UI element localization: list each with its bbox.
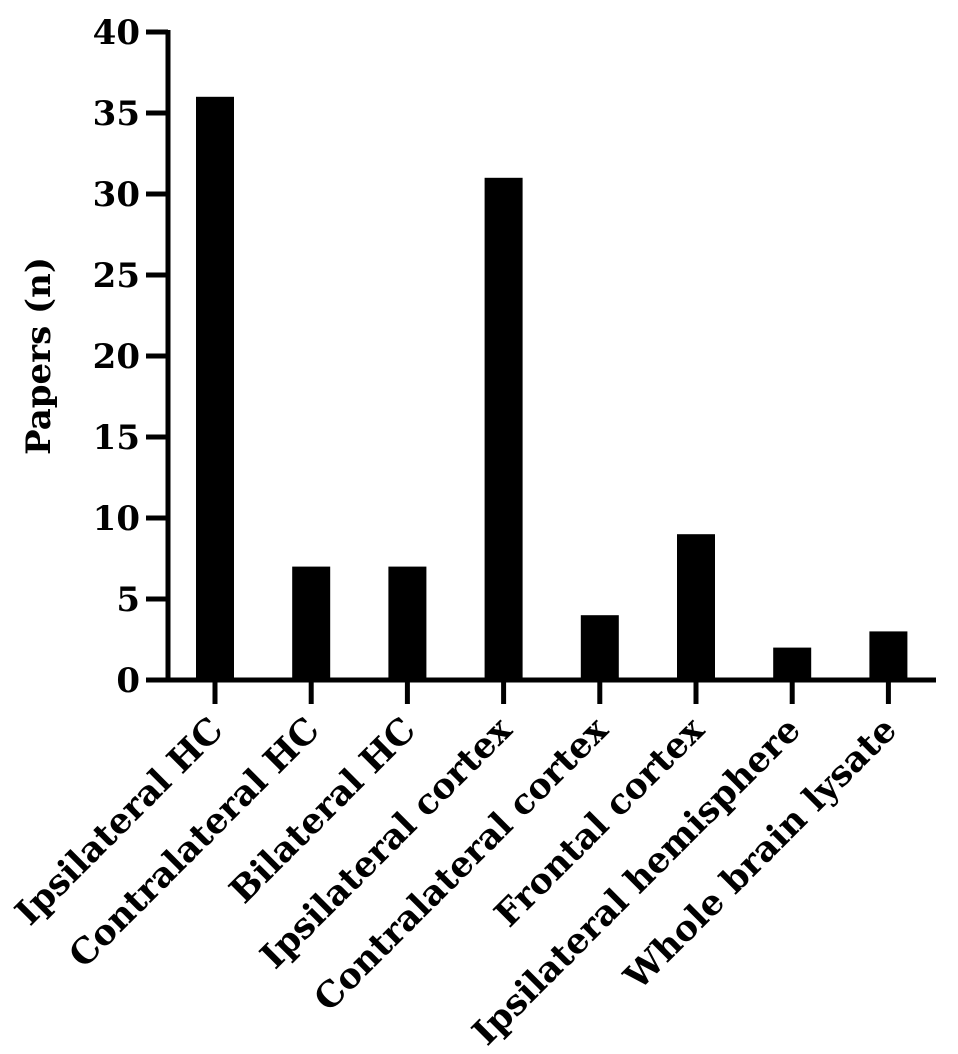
y-tick-label: 40 <box>93 13 140 53</box>
bar <box>484 177 523 681</box>
y-tick-label: 20 <box>93 337 140 377</box>
y-tick-label: 30 <box>93 175 140 215</box>
bar <box>292 566 331 680</box>
y-tick-label: 10 <box>93 499 140 539</box>
bar <box>388 566 427 680</box>
bar <box>196 96 234 681</box>
y-tick-label: 35 <box>93 94 140 134</box>
y-tick-label: 15 <box>93 418 140 458</box>
y-axis-title: Papers (n) <box>19 257 59 455</box>
bar <box>677 534 715 680</box>
y-tick-label: 0 <box>116 661 140 701</box>
bar <box>773 647 812 680</box>
y-tick-label: 25 <box>93 256 140 296</box>
y-tick-label: 5 <box>116 580 140 620</box>
bar <box>580 615 619 680</box>
bar <box>869 631 908 680</box>
